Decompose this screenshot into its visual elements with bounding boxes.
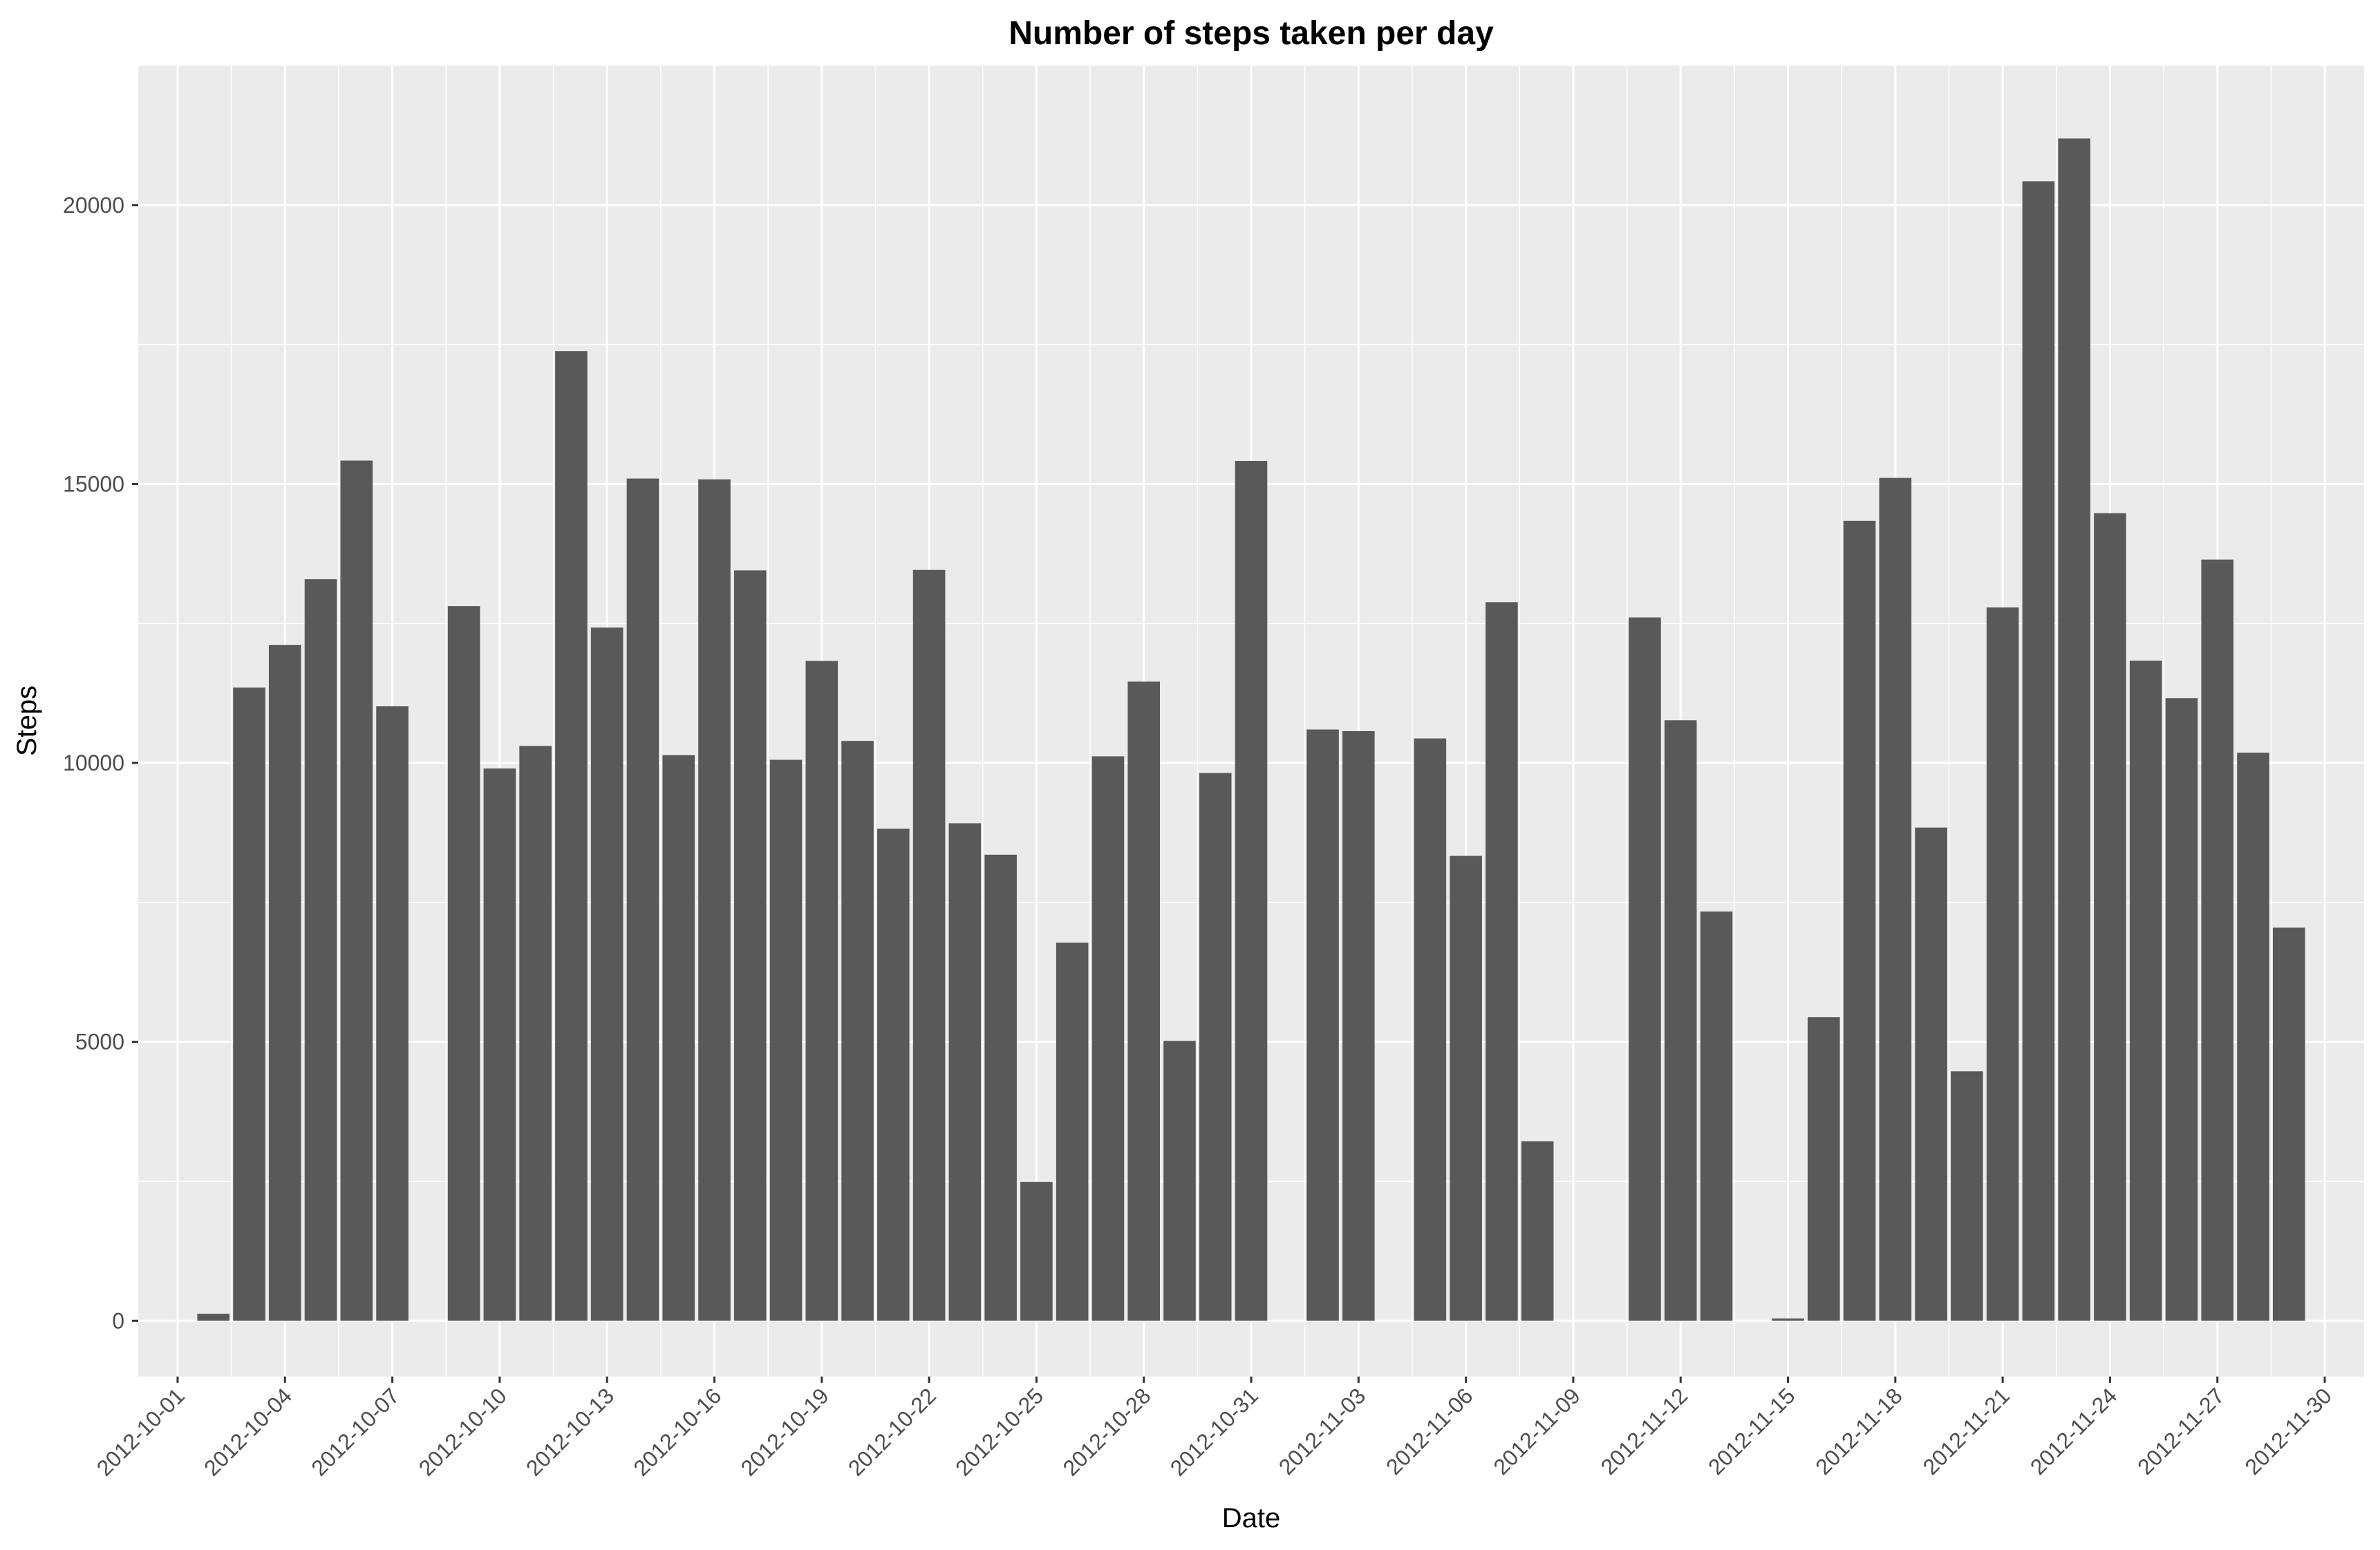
y-axis: 0 5000 10000 15000 20000 [63, 193, 138, 1333]
bar [1199, 773, 1232, 1321]
bar [1879, 478, 1912, 1321]
bar [626, 478, 659, 1321]
bar [519, 746, 552, 1321]
bar [1915, 827, 1947, 1321]
bar [483, 768, 516, 1321]
bar [2272, 927, 2305, 1321]
y-axis-title: Steps [12, 686, 42, 756]
bar [1342, 730, 1375, 1321]
bar [197, 1314, 230, 1321]
bar [877, 829, 910, 1321]
bar [1450, 856, 1482, 1321]
bar [1486, 602, 1518, 1321]
y-tick-label: 20000 [63, 193, 124, 218]
bar [376, 706, 409, 1321]
bar [805, 661, 838, 1321]
bar [662, 755, 695, 1321]
bar [340, 460, 373, 1321]
bar [1629, 617, 1661, 1321]
bar [1664, 720, 1697, 1321]
bar [2058, 138, 2090, 1321]
bar [1986, 607, 2019, 1321]
bar [1235, 461, 1268, 1321]
bar [1772, 1318, 1804, 1321]
bar [1056, 943, 1089, 1321]
bar [2201, 559, 2234, 1321]
bar [304, 579, 337, 1321]
bar [1414, 738, 1447, 1321]
bar [769, 759, 803, 1321]
bar [2022, 181, 2055, 1321]
bar [1521, 1141, 1554, 1321]
bar [2129, 660, 2162, 1321]
bar [912, 569, 946, 1321]
chart-title: Number of steps taken per day [1009, 15, 1494, 52]
bar [1951, 1071, 1983, 1321]
bar [2237, 753, 2269, 1321]
y-tick-label: 5000 [75, 1030, 124, 1055]
y-tick-label: 15000 [63, 471, 124, 496]
bar [268, 645, 301, 1321]
bar [555, 351, 588, 1321]
bar [1843, 520, 1876, 1321]
y-tick-label: 0 [112, 1308, 124, 1333]
bar [733, 570, 767, 1321]
bar [2165, 698, 2198, 1321]
bar [948, 823, 982, 1321]
bar [590, 627, 624, 1321]
bar [1127, 681, 1160, 1321]
bar [233, 687, 265, 1321]
x-axis-title: Date [1222, 1503, 1281, 1533]
bar [984, 854, 1017, 1321]
bar-series [197, 138, 2305, 1321]
minor-gridlines [138, 66, 2364, 1377]
bar [1091, 756, 1125, 1321]
bar [447, 606, 480, 1321]
bar [1163, 1041, 1196, 1321]
bar [1808, 1017, 1840, 1321]
bar [698, 479, 731, 1321]
y-tick-label: 10000 [63, 750, 124, 775]
bar [2094, 513, 2126, 1321]
bar [841, 741, 874, 1321]
bar [1700, 911, 1733, 1321]
bar [1306, 729, 1339, 1321]
bar [1020, 1182, 1053, 1321]
